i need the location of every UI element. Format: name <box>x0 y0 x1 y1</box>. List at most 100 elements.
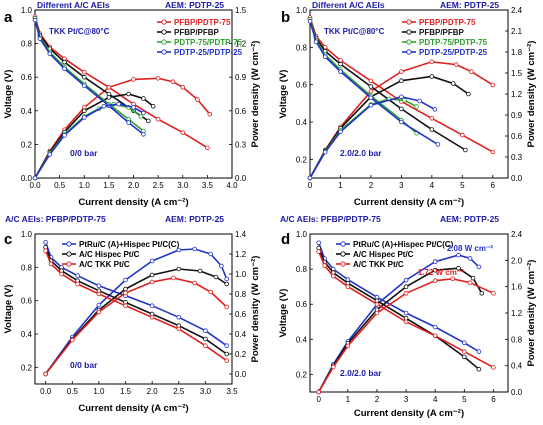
series-power-point <box>170 79 176 84</box>
y-right-tick-label: 0.3 <box>235 140 247 149</box>
pressure-note: 0/0 bar <box>70 360 98 370</box>
y-left-tick-label: 0.8 <box>296 265 308 274</box>
series-power-point <box>106 95 112 100</box>
series-power-point <box>192 280 198 286</box>
series-voltage-point <box>75 273 80 279</box>
legend-swatch-marker <box>406 19 412 25</box>
x-tick-label: 2 <box>375 395 380 404</box>
series-power-point <box>403 284 409 290</box>
series-power-point <box>141 96 146 101</box>
series-power-point <box>417 98 423 104</box>
series-power-point <box>32 175 38 181</box>
series-voltage-point <box>368 95 374 100</box>
x-axis-title: Current density (A cm⁻²) <box>78 403 188 414</box>
y-right-tick-label: 0.4 <box>235 330 247 339</box>
series-voltage-point <box>429 127 435 132</box>
series-power-point <box>82 115 87 120</box>
legend-label: PFBP/PDTP-75 <box>174 18 231 27</box>
panel-header-right: AEM: PDTP-25 <box>440 214 499 224</box>
y-right-tick-label: 2.1 <box>511 27 523 36</box>
legend-label: PDTP-75/PDTP-75 <box>419 38 488 47</box>
y-left-tick-label: 0.8 <box>21 263 33 272</box>
series-voltage-point <box>461 340 467 346</box>
series-power-point <box>432 259 438 264</box>
series-power-point <box>96 309 102 315</box>
y-right-tick-label: 0.6 <box>235 107 247 116</box>
series-power-point <box>307 175 313 181</box>
series-power-point <box>224 276 230 282</box>
x-tick-label: 5 <box>460 181 465 190</box>
y-right-tick-label: 0.6 <box>235 310 247 319</box>
series-voltage-point <box>82 83 87 88</box>
series-power-point <box>207 111 213 117</box>
x-tick-label: 5 <box>462 395 467 404</box>
series-voltage-point <box>429 116 435 121</box>
series-voltage-point <box>399 106 404 112</box>
y-right-tick-label: 0.0 <box>235 370 247 379</box>
series-power-point <box>414 104 419 109</box>
series-voltage-point <box>399 119 404 125</box>
series-voltage-point <box>59 271 64 277</box>
pressure-note: 2.0/2.0 bar <box>340 368 382 378</box>
series-power-point <box>195 97 200 102</box>
series-voltage-point <box>224 351 230 357</box>
series-power-point <box>467 280 473 286</box>
series-voltage-point <box>155 116 161 122</box>
series-power-point <box>192 246 198 252</box>
y-right-tick-label: 1.2 <box>235 250 247 259</box>
y-left-tick-label: 0.8 <box>296 43 308 52</box>
x-tick-label: 2 <box>369 181 374 190</box>
y-left-tick-label: 0.4 <box>21 330 33 339</box>
y-left-tick-label: 1.0 <box>21 230 33 239</box>
series-voltage-point <box>96 283 102 289</box>
series-voltage-point <box>435 142 441 147</box>
series-voltage-point <box>224 358 230 364</box>
condition-note: TKK Pt/C@80°C <box>324 27 385 36</box>
legend-label: PtRu/C (A)+Hispec Pt/C(C) <box>79 240 180 249</box>
series-power-point <box>491 290 496 296</box>
series-power-point <box>131 77 136 82</box>
series-power-point <box>197 268 203 274</box>
y-right-tick-label: 2.4 <box>511 6 523 15</box>
series-voltage-point <box>368 78 374 84</box>
x-axis-title: Current density (A cm⁻²) <box>78 197 188 208</box>
y-right-tick-label: 0.8 <box>235 290 247 299</box>
series-power-point <box>43 371 48 377</box>
series-voltage-point <box>338 69 343 74</box>
y-left-tick-label: 0.8 <box>21 40 33 49</box>
series-power-point <box>176 266 182 272</box>
series-voltage-point <box>316 249 322 254</box>
series-power-point <box>138 114 144 119</box>
x-tick-label: 6 <box>491 181 496 190</box>
x-tick-label: 3.5 <box>202 181 214 190</box>
series-power-point <box>490 82 496 88</box>
series-power-line <box>44 268 228 375</box>
y-left-tick-label: 0.4 <box>21 107 33 116</box>
y-left-tick-label: 0.2 <box>21 140 33 149</box>
series-power-point <box>429 74 435 79</box>
series-voltage-point <box>48 261 54 267</box>
series-power-point <box>149 279 155 285</box>
plot-frame <box>34 233 233 385</box>
y-left-tick-label: 0.6 <box>21 297 33 306</box>
series-power-point <box>432 267 438 273</box>
series-power-point <box>106 85 112 90</box>
y-left-axis-title: Voltage (V) <box>278 70 289 119</box>
series-voltage-point <box>316 240 322 246</box>
series-power-point <box>403 277 409 283</box>
y-right-tick-label: 1.2 <box>511 309 523 318</box>
x-tick-label: 4 <box>433 395 438 404</box>
series-voltage-point <box>82 69 87 75</box>
x-tick-label: 4.0 <box>226 181 238 190</box>
peak-annotation: 2.08 W cm⁻² <box>447 244 493 253</box>
series-power-point <box>453 62 459 67</box>
y-right-axis-title: Power density (W cm⁻²) <box>526 41 537 148</box>
series-voltage-line <box>34 19 144 135</box>
series-power-point <box>150 104 156 109</box>
y-right-tick-label: 0.9 <box>235 73 247 82</box>
series-voltage-point <box>203 336 208 342</box>
y-right-tick-label: 1.2 <box>235 40 247 49</box>
panel-header-right: AEM: PDTP-25 <box>165 0 224 10</box>
x-tick-label: 0.5 <box>54 181 66 190</box>
series-power-point <box>126 91 131 97</box>
